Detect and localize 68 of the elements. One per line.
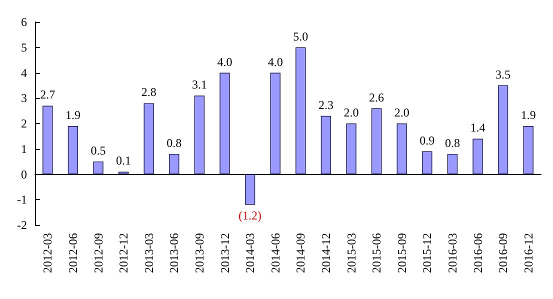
bar — [42, 106, 53, 174]
data-label: 0.5 — [90, 144, 106, 158]
x-tick-label: 2016-12 — [521, 233, 536, 273]
x-tick-label: 2014-12 — [318, 233, 333, 273]
data-label: (1.2) — [238, 208, 262, 223]
y-tick-label: -1 — [17, 192, 27, 207]
x-tick-label: 2013-09 — [192, 233, 206, 273]
bar — [346, 124, 356, 174]
bar — [68, 126, 78, 174]
x-tick-label: 2015-03 — [344, 233, 358, 273]
bar — [244, 174, 256, 205]
data-label: 0.1 — [116, 154, 132, 168]
bar — [396, 124, 407, 174]
data-label: 2.0 — [394, 106, 410, 120]
x-tick-label: 2016-06 — [470, 233, 485, 273]
x-tick-label: 2016-09 — [496, 233, 510, 273]
data-label: 5.0 — [293, 29, 308, 44]
x-tick-label: 2013-06 — [167, 233, 182, 273]
x-tick-label: 2012-09 — [91, 233, 106, 273]
bar — [296, 47, 306, 174]
data-label: 3.5 — [496, 67, 511, 82]
data-label: 3.1 — [192, 78, 207, 92]
x-tick-label: 2016-03 — [445, 233, 460, 273]
bar — [194, 96, 205, 174]
data-label: 0.8 — [444, 136, 460, 150]
data-label: 2.7 — [40, 88, 56, 102]
bar — [220, 72, 230, 174]
x-tick-label: 2015-12 — [420, 233, 434, 273]
bar — [447, 154, 458, 174]
bar — [371, 108, 382, 174]
y-tick-label: 0 — [21, 167, 27, 182]
x-tick-label: 2013-03 — [142, 233, 156, 273]
bar — [320, 116, 332, 174]
x-tick-label: 2014-03 — [243, 233, 258, 273]
x-tick-label: 2015-09 — [394, 233, 409, 273]
bar — [523, 126, 534, 174]
bar — [169, 154, 180, 174]
bar — [422, 151, 432, 174]
bar — [270, 72, 280, 174]
y-tick-label: 6 — [21, 15, 27, 29]
data-label: 0.8 — [166, 136, 182, 150]
x-tick-label: 2012-06 — [66, 233, 80, 273]
x-tick-label: 2014-09 — [294, 233, 308, 273]
bar — [93, 162, 104, 174]
data-label: 1.9 — [520, 108, 536, 122]
y-tick-label: 5 — [21, 40, 27, 54]
x-tick-label: 2013-12 — [218, 233, 232, 273]
data-label: 4.0 — [217, 54, 232, 69]
data-label: 1.4 — [470, 120, 486, 135]
x-tick-label: 2015-06 — [370, 233, 384, 273]
data-label: 2.3 — [318, 98, 334, 112]
data-label: 2.8 — [141, 85, 156, 100]
bar — [498, 85, 508, 174]
y-tick-label: 2 — [21, 116, 27, 130]
bar — [472, 138, 483, 174]
data-label: 2.0 — [344, 106, 359, 120]
y-tick-label: 1 — [21, 142, 27, 156]
y-tick-label: 3 — [21, 91, 27, 106]
bar — [144, 103, 154, 174]
x-tick-label: 2012-03 — [40, 233, 55, 273]
y-tick-label: -2 — [17, 218, 27, 232]
y-tick-label: 4 — [21, 66, 27, 80]
data-label: 4.0 — [268, 54, 283, 69]
data-label: 0.9 — [420, 133, 435, 148]
data-label: 2.6 — [369, 90, 384, 104]
x-tick-label: 2012-12 — [116, 233, 131, 273]
x-tick-label: 2014-06 — [268, 233, 282, 273]
data-label: 1.9 — [65, 108, 80, 122]
